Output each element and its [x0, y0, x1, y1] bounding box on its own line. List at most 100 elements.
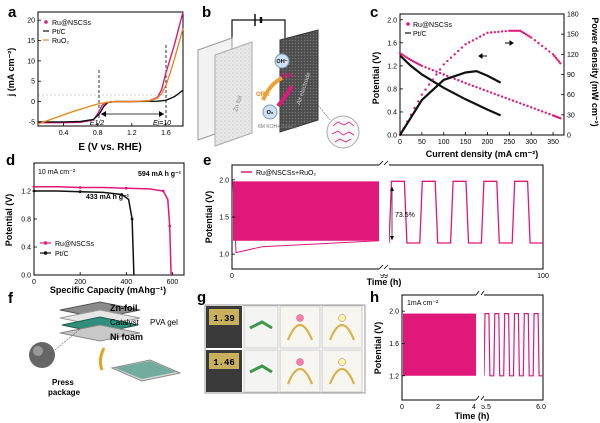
series-c-0-point — [453, 77, 456, 81]
led-photos — [279, 305, 363, 393]
package-label: package — [48, 388, 81, 397]
series-c-2-point — [504, 29, 507, 33]
c-ytick-label: 1.6 — [387, 40, 397, 47]
a-xtick-label: 0.4 — [59, 130, 69, 137]
catalyst-lattice — [331, 121, 355, 143]
series-c-2-point — [528, 35, 531, 38]
series-c-2-point — [544, 47, 547, 50]
e-xtick-label: 99 — [380, 273, 388, 280]
e-ytick-label: 1.0 — [219, 252, 229, 259]
d-xtick-label: 400 — [120, 279, 132, 286]
c-ytick-label: 2.0 — [387, 17, 397, 24]
plot-frame-h — [401, 294, 544, 401]
series-c-2-point — [556, 58, 559, 61]
series-c-2-point — [530, 36, 533, 39]
series-c-2-point — [449, 56, 453, 59]
catalyst-sphere-highlight — [33, 346, 43, 356]
series-a-2 — [37, 28, 184, 125]
series-c-2-point — [420, 93, 424, 96]
led-light — [338, 358, 346, 366]
h-ytick-label: 2.0 — [389, 309, 399, 316]
series-c-2-point — [526, 34, 529, 37]
series-c-0-point — [489, 91, 493, 94]
a-ytick-label: 15 — [27, 38, 35, 45]
c-ytick-label: 0.4 — [387, 109, 397, 116]
series-c-2-point — [554, 56, 558, 60]
series-c-2-point — [489, 31, 493, 34]
legend-c-ru: Ru@NSCSs — [413, 22, 453, 29]
series-c-2-point — [475, 37, 478, 40]
series-c-0-point — [493, 92, 496, 96]
series-c-2-point — [431, 78, 434, 81]
a-ytick-label: 0 — [31, 99, 35, 106]
series-c-0-point — [404, 55, 407, 58]
c-xtick-label: 350 — [547, 139, 559, 146]
e-j10-label: Ej=10 — [153, 120, 171, 127]
h-xtick-label: 6.0 — [536, 404, 546, 411]
catalyst-sphere-image — [29, 342, 55, 368]
x-axis-label-e: Time (h) — [367, 277, 402, 287]
h-xtick-label: 0 — [400, 404, 404, 411]
h-xtick-label: 2 — [436, 404, 440, 411]
series-c-0-point — [471, 84, 475, 88]
panel-b: b Zn foil Air electrode 6M KOH+Zn(Ac)₂ O… — [197, 4, 360, 149]
y-axis-label-a: j (mA cm⁻²) — [6, 48, 16, 97]
series-c-2-point — [468, 41, 471, 44]
series-c-0-point — [475, 85, 478, 89]
led-photo-frame — [279, 305, 321, 349]
c-xtick-label: 100 — [438, 139, 450, 146]
c-xtick-label: 250 — [503, 139, 515, 146]
inset-pointer — [317, 104, 331, 121]
pva-gel-label: PVA gel — [150, 318, 178, 327]
series-d-0 — [34, 186, 172, 276]
series-c-0-point — [420, 64, 424, 68]
series-c-0-point — [544, 111, 547, 114]
series-c-0-point — [406, 56, 409, 59]
ticks-c: 0 50 100 150 200 250 300 350 0.0 0.4 0.8 1.2 1.6 2.0 0… — [387, 12, 579, 147]
series-c-2-point — [417, 100, 420, 103]
legend-marker-ru — [44, 20, 48, 24]
series-c-0-point — [548, 112, 551, 116]
series-d-0-marker — [168, 224, 172, 228]
series-c-0-point — [398, 51, 402, 55]
electrolyte-label: 6M KOH+Zn(Ac)₂ — [258, 124, 297, 130]
panel-letter-d: d — [6, 152, 15, 169]
panel-f: f Zn-foil Catalyst PVA gel Ni foam Press… — [8, 290, 182, 397]
capacity-label-ru: 594 mA h g⁻¹ — [138, 171, 182, 178]
efficiency-label: 73.5% — [395, 212, 415, 219]
y-axis-label-c: Potential (V) — [371, 52, 381, 105]
series-c-0-point — [417, 62, 420, 66]
series-c-2-point — [522, 31, 526, 35]
series-c-0-point — [508, 98, 511, 101]
led-photo-frame — [321, 305, 363, 349]
photo-device-2 — [243, 349, 279, 393]
series-c-2-point — [500, 30, 504, 33]
plot-frame-d — [33, 162, 185, 276]
led-wire-arc — [328, 367, 356, 385]
series-c-1 — [399, 54, 502, 117]
series-c-0-point — [409, 58, 413, 62]
legend-d-pt: Pt/C — [55, 251, 69, 258]
series-c-0-point — [526, 104, 529, 108]
series-h-zoom — [483, 313, 543, 377]
ni-foam-label: Ni foam — [110, 332, 143, 342]
series-c-2-point — [517, 29, 520, 33]
series-e-dense-band — [233, 181, 379, 241]
led-wire-arc — [286, 367, 314, 385]
series-c-0-point — [427, 67, 431, 70]
a-xtick-label: 0.8 — [93, 130, 103, 137]
multimeter-screen-2 — [209, 353, 239, 369]
panel-letter-f: f — [8, 290, 14, 307]
legend-a: Ru@NSCSs Pt/C RuO₂ — [43, 20, 92, 45]
led-wire-arc — [286, 323, 314, 341]
air-electrode — [279, 29, 319, 133]
series-c-2-point — [533, 39, 537, 42]
hydroxide-label: OH⁻ — [276, 59, 287, 65]
series-c-2-point — [486, 31, 489, 35]
panel-d: d 0 200 400 600 0.0 0.4 0.8 1.2 10 mA cm⁻² 594 … — [4, 152, 185, 295]
press-arrow — [98, 347, 106, 371]
series-c-2-point — [427, 83, 431, 86]
orr-label: ORR — [256, 92, 270, 98]
d-xtick-label: 200 — [74, 279, 86, 286]
multimeter-screen-1 — [209, 309, 239, 325]
